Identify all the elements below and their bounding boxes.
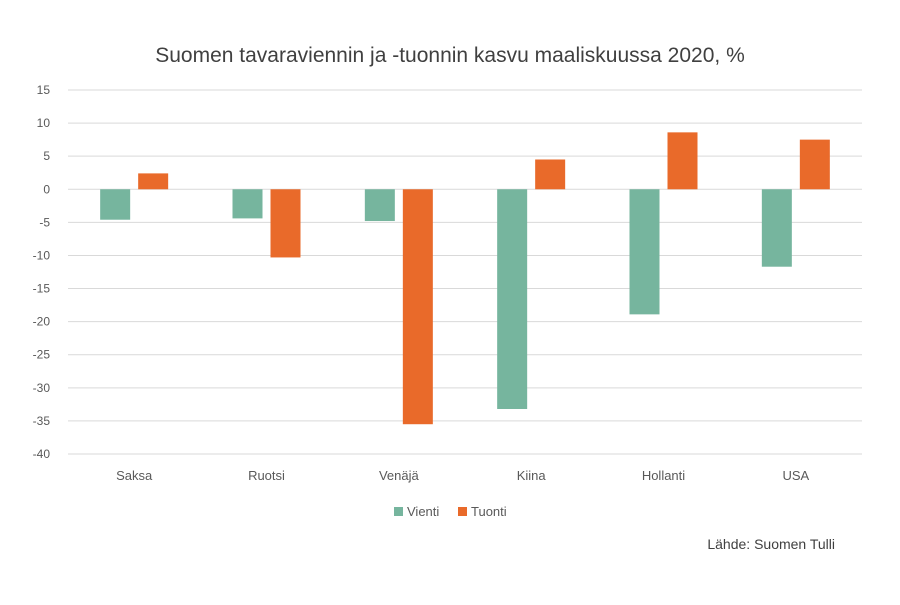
y-tick-label: -5 (39, 215, 50, 229)
y-tick-label: -35 (33, 414, 51, 428)
category-label: USA (782, 468, 809, 483)
legend-label-vienti: Vienti (407, 504, 439, 519)
bar-vienti-venäjä (364, 189, 395, 222)
bar-tuonti-saksa (138, 173, 169, 190)
x-axis-category-labels: Saksa Ruotsi Venäjä Kiina Hollanti USA (116, 468, 809, 483)
bar-tuonti-kiina (535, 159, 566, 190)
y-tick-label: 10 (37, 116, 51, 130)
y-tick-label: -15 (33, 282, 51, 296)
legend-swatch-vienti (394, 507, 403, 516)
legend-label-tuonti: Tuonti (471, 504, 507, 519)
bar-vienti-hollanti (629, 189, 660, 315)
bar-vienti-kiina (497, 189, 528, 409)
chart-title: Suomen tavaraviennin ja -tuonnin kasvu m… (155, 44, 745, 67)
bar-vienti-usa (761, 189, 792, 267)
bar-tuonti-hollanti (667, 132, 698, 190)
category-label: Saksa (116, 468, 153, 483)
y-axis-tick-labels: 15 10 5 0 -5 -10 -15 -20 -25 -30 -35 -40 (33, 83, 51, 461)
source-label: Lähde: Suomen Tulli (707, 536, 835, 552)
bar-tuonti-usa (799, 139, 830, 190)
bar-tuonti-venäjä (402, 189, 433, 425)
bars (100, 132, 830, 425)
bar-vienti-ruotsi (232, 189, 263, 219)
category-label: Kiina (517, 468, 547, 483)
category-label: Ruotsi (248, 468, 285, 483)
category-label: Venäjä (379, 468, 420, 483)
y-tick-label: -40 (33, 447, 51, 461)
gridlines (68, 89, 862, 455)
category-label: Hollanti (642, 468, 685, 483)
y-tick-label: 5 (43, 149, 50, 163)
bar-vienti-saksa (100, 189, 131, 220)
bar-tuonti-ruotsi (270, 189, 301, 258)
legend-swatch-tuonti (458, 507, 467, 516)
y-tick-label: -30 (33, 381, 51, 395)
y-tick-label: 0 (43, 182, 50, 196)
y-tick-label: -20 (33, 315, 51, 329)
y-tick-label: 15 (37, 83, 51, 97)
legend: Vienti Tuonti (394, 504, 507, 519)
y-tick-label: -10 (33, 248, 51, 262)
y-tick-label: -25 (33, 348, 51, 362)
